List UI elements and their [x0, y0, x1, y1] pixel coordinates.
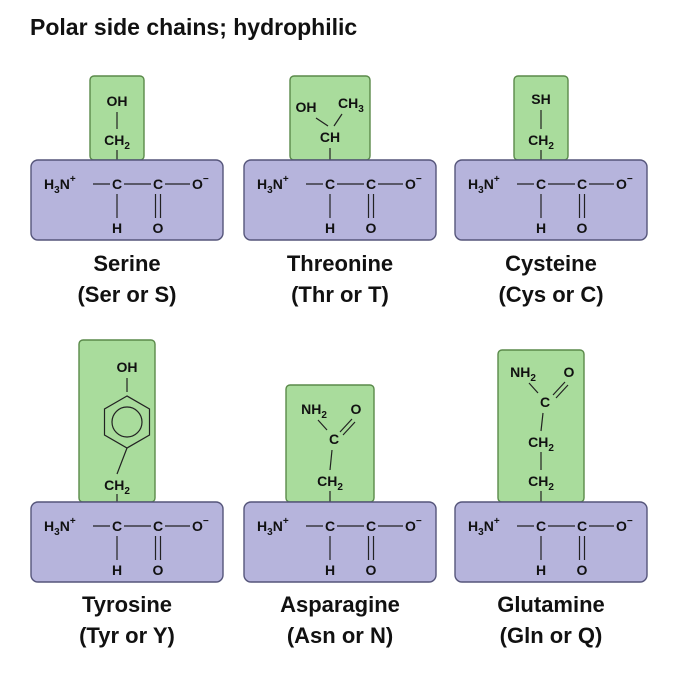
alpha-hydrogen: H	[536, 220, 546, 236]
amide-carbon: C	[329, 431, 339, 447]
methylene-group: CH2	[528, 473, 554, 493]
backbone-box	[454, 501, 648, 583]
carbonyl-carbon: C	[577, 518, 587, 534]
backbone-box	[243, 159, 437, 241]
double-bond-line	[339, 418, 353, 433]
methylene-group: CH2	[528, 132, 554, 152]
carbonyl-oxygen: O	[366, 562, 377, 578]
methylene-group: CH2	[528, 434, 554, 454]
alpha-carbon: C	[112, 176, 122, 192]
bond-line	[540, 412, 544, 432]
amino-acid-serine: OH CH2 H3N+ C C O− H O Serine (Ser or S)	[30, 75, 224, 307]
hydroxyl-group: OH	[117, 359, 138, 375]
amino-acid-name: Cysteine	[505, 251, 597, 276]
alpha-carbon: C	[112, 518, 122, 534]
carboxylate-oxygen: O−	[192, 516, 209, 534]
amino-acid-name: Tyrosine	[82, 592, 172, 617]
carboxylate-oxygen: O−	[616, 174, 633, 192]
amide-oxygen: O	[564, 364, 575, 380]
amino-acid-abbreviation: (Ser or S)	[77, 282, 176, 307]
alpha-carbon: C	[325, 176, 335, 192]
double-bond-line	[552, 381, 566, 396]
carbonyl-oxygen: O	[153, 562, 164, 578]
methylene-group: CH2	[317, 473, 343, 493]
hydroxyl-group: OH	[296, 99, 317, 115]
hydroxyl-group: OH	[107, 93, 128, 109]
backbone-box	[30, 501, 224, 583]
carbonyl-carbon: C	[153, 176, 163, 192]
alpha-carbon: C	[325, 518, 335, 534]
ammonium-group: H3N+	[44, 516, 76, 538]
amino-acid-abbreviation: (Tyr or Y)	[79, 623, 175, 648]
amide-nitrogen: NH2	[301, 401, 327, 421]
double-bond-line	[555, 384, 569, 399]
methylene-group: CH2	[104, 477, 130, 497]
backbone-box	[30, 159, 224, 241]
amino-acid-name: Asparagine	[280, 592, 400, 617]
carbonyl-oxygen: O	[366, 220, 377, 236]
carbonyl-carbon: C	[577, 176, 587, 192]
carbonyl-carbon: C	[366, 518, 376, 534]
alpha-hydrogen: H	[325, 220, 335, 236]
amino-acid-name: Threonine	[287, 251, 393, 276]
carboxylate-oxygen: O−	[405, 516, 422, 534]
amide-nitrogen: NH2	[510, 364, 536, 384]
carboxylate-oxygen: O−	[192, 174, 209, 192]
carbonyl-carbon: C	[366, 176, 376, 192]
bond-line	[315, 117, 329, 127]
amino-acid-abbreviation: (Cys or C)	[498, 282, 603, 307]
amino-acid-abbreviation: (Gln or Q)	[500, 623, 603, 648]
ammonium-group: H3N+	[44, 174, 76, 196]
carbonyl-carbon: C	[153, 518, 163, 534]
amino-acid-abbreviation: (Asn or N)	[287, 623, 393, 648]
alpha-hydrogen: H	[112, 562, 122, 578]
methyl-group: CH3	[338, 95, 364, 115]
ammonium-group: H3N+	[257, 174, 289, 196]
alpha-hydrogen: H	[536, 562, 546, 578]
methine-group: CH	[320, 129, 340, 145]
thiol-group: SH	[531, 91, 550, 107]
carbonyl-oxygen: O	[153, 220, 164, 236]
bond-line	[333, 113, 343, 127]
alpha-hydrogen: H	[325, 562, 335, 578]
ammonium-group: H3N+	[257, 516, 289, 538]
amino-acid-cysteine: SH CH2 H3N+ C C O− H O Cysteine (Cys or C)	[454, 75, 648, 307]
side-chain-box	[289, 75, 371, 161]
alpha-hydrogen: H	[112, 220, 122, 236]
bond-line	[528, 382, 539, 394]
ammonium-group: H3N+	[468, 174, 500, 196]
alpha-carbon: C	[536, 176, 546, 192]
bond-line	[116, 447, 128, 475]
carboxylate-oxygen: O−	[616, 516, 633, 534]
ammonium-group: H3N+	[468, 516, 500, 538]
amide-carbon: C	[540, 394, 550, 410]
alpha-carbon: C	[536, 518, 546, 534]
carbonyl-oxygen: O	[577, 220, 588, 236]
amino-acid-name: Serine	[93, 251, 160, 276]
bond-line	[317, 419, 328, 431]
amino-acid-tyrosine: OH CH2 H3N+ C C O− H O Tyrosine (Tyr or Y)	[30, 339, 224, 648]
double-bond-line	[342, 421, 356, 436]
methylene-group: CH2	[104, 132, 130, 152]
carbonyl-oxygen: O	[577, 562, 588, 578]
backbone-box	[454, 159, 648, 241]
amide-oxygen: O	[351, 401, 362, 417]
bond-line	[329, 449, 333, 471]
amino-acid-threonine: OH CH3 CH H3N+ C C O− H O Threonine (Thr or T)	[243, 75, 437, 307]
carboxylate-oxygen: O−	[405, 174, 422, 192]
aromatic-ring-circle	[111, 406, 143, 438]
amino-acid-name: Glutamine	[497, 592, 605, 617]
backbone-box	[243, 501, 437, 583]
page-title: Polar side chains; hydrophilic	[30, 14, 358, 40]
amino-acid-abbreviation: (Thr or T)	[291, 282, 389, 307]
